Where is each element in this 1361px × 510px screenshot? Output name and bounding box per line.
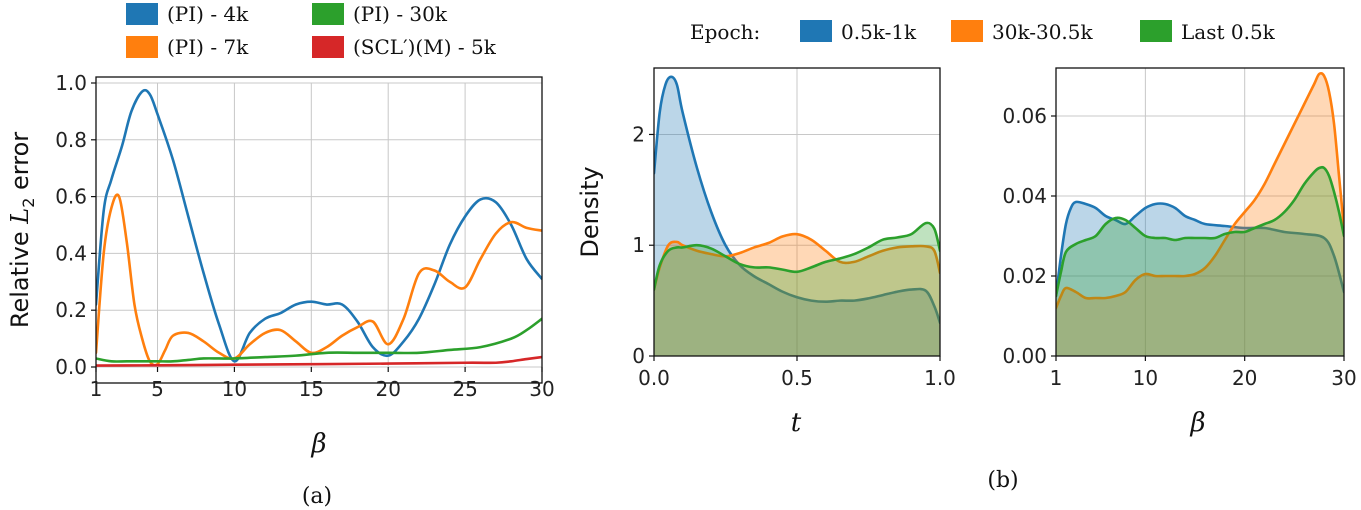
a-xtick-label-6: 30 — [529, 377, 554, 401]
legend-label-pi-4k: (PI) - 4k — [167, 2, 249, 26]
b1-xtick-label-1: 0.5 — [781, 366, 813, 390]
panel-b-beta-density: 1 10 20 30 0.00 0.02 0.04 0.06 β — [1002, 67, 1357, 438]
panel-a-lines — [96, 88, 542, 367]
b2-ytick-label-1: 0.02 — [1002, 264, 1047, 288]
a-ytick-label-2: 0.4 — [55, 241, 87, 265]
legend-label-pi-7k: (PI) - 7k — [167, 35, 249, 59]
a-line-scl-m-5k — [96, 355, 542, 367]
b1-ytick-label-1: 1 — [632, 233, 645, 257]
panel-a-grid — [95, 82, 543, 368]
b1-line-0-5k-1k — [654, 75, 940, 325]
panel-b-t-areas — [654, 75, 940, 356]
legend-swatch-scl-m-5k — [312, 36, 344, 58]
panel-b-beta-xlabel: β — [1189, 408, 1205, 438]
a-xtick-label-1: 5 — [151, 377, 164, 401]
a-ytick-label-5: 1.0 — [55, 71, 87, 95]
b1-ytick-label-0: 0 — [632, 344, 645, 368]
b2-xtick-label-2: 20 — [1232, 366, 1257, 390]
b1-area-last-0-5k — [654, 222, 940, 356]
b2-area-30k-30-5k — [1056, 73, 1344, 356]
panel-b-t-xlabel: t — [791, 408, 802, 438]
panel-b-beta-areas — [1056, 71, 1344, 356]
panel-b-t-density: 0.0 0.5 1.0 0 1 2 Density t (b) — [576, 67, 1019, 493]
panel-a-frame — [95, 76, 543, 384]
a-ytick-label-1: 0.2 — [55, 298, 87, 322]
legend-b: Epoch: 0.5k-1k 30k-30.5k Last 0.5k — [690, 20, 1276, 44]
legend-b-swatch-2 — [1140, 20, 1172, 42]
a-line-pi-4k — [96, 88, 542, 363]
panel-a-ticks: 1 5 10 15 20 25 300.00.20.40.60.81.0 — [55, 71, 555, 401]
b1-area-30k-30-5k — [654, 234, 940, 356]
legend-swatch-pi-7k — [126, 36, 158, 58]
legend-b-swatch-0 — [800, 20, 832, 42]
a-ytick-label-0: 0.0 — [55, 355, 87, 379]
legend-b-title: Epoch: — [690, 20, 760, 44]
b1-xtick-label-0: 0.0 — [638, 366, 670, 390]
b2-area-last-0-5k — [1056, 167, 1344, 356]
panel-b-caption: (b) — [987, 468, 1018, 493]
b2-ytick-label-0: 0.00 — [1002, 344, 1047, 368]
b2-line-last-0-5k — [1056, 165, 1344, 298]
panel-b-ylabel: Density — [576, 166, 604, 257]
a-xtick-label-4: 20 — [375, 377, 400, 401]
b2-line-0-5k-1k — [1056, 200, 1344, 298]
b2-line-30k-30-5k — [1056, 71, 1344, 310]
b2-xtick-label-3: 30 — [1331, 366, 1356, 390]
b1-area-0-5k-1k — [654, 76, 940, 356]
panel-a-caption: (a) — [302, 484, 332, 509]
legend-b-label-2: Last 0.5k — [1181, 20, 1276, 44]
panel-b-beta-frame — [1055, 67, 1345, 357]
b1-xtick-label-2: 1.0 — [924, 366, 956, 390]
legend-b-label-1: 30k-30.5k — [992, 20, 1094, 44]
panel-a-line-chart: 1 5 10 15 20 25 300.00.20.40.60.81.0 Relative … — [6, 71, 555, 509]
b2-xtick-label-1: 10 — [1133, 366, 1158, 390]
b1-line-30k-30-5k — [654, 232, 940, 291]
a-xtick-label-0: 1 — [90, 377, 103, 401]
panel-a-ylabel: Relative L2 error — [6, 132, 38, 328]
a-ytick-label-4: 0.8 — [55, 128, 87, 152]
b2-area-0-5k-1k — [1056, 201, 1344, 356]
b1-ytick-label-2: 2 — [632, 122, 645, 146]
b2-ytick-label-2: 0.04 — [1002, 184, 1047, 208]
legend-label-pi-30k: (PI) - 30k — [353, 2, 448, 26]
a-xtick-label-2: 10 — [222, 377, 247, 401]
b1-line-last-0-5k — [654, 221, 940, 291]
legend-label-scl-m-5k: (SCL′)(M) - 5k — [353, 35, 497, 59]
b2-xtick-label-0: 1 — [1050, 366, 1063, 390]
legend-a: (PI) - 4k (PI) - 7k (PI) - 30k (SCL′)(M)… — [126, 2, 497, 59]
legend-swatch-pi-4k — [126, 3, 158, 25]
a-line-pi-7k — [96, 193, 542, 367]
a-xtick-label-5: 25 — [452, 377, 477, 401]
panel-a-xlabel: β — [310, 429, 326, 459]
legend-b-swatch-1 — [951, 20, 983, 42]
panel-b-beta-ticks: 1 10 20 30 0.00 0.02 0.04 0.06 — [1002, 104, 1356, 390]
a-ytick-label-3: 0.6 — [55, 185, 87, 209]
a-xtick-label-3: 15 — [299, 377, 324, 401]
legend-swatch-pi-30k — [312, 3, 344, 25]
b2-ytick-label-3: 0.06 — [1002, 104, 1047, 128]
panel-b-t-ticks: 0.0 0.5 1.0 0 1 2 — [632, 122, 956, 390]
legend-b-label-0: 0.5k-1k — [841, 20, 917, 44]
a-line-pi-30k — [96, 317, 542, 363]
